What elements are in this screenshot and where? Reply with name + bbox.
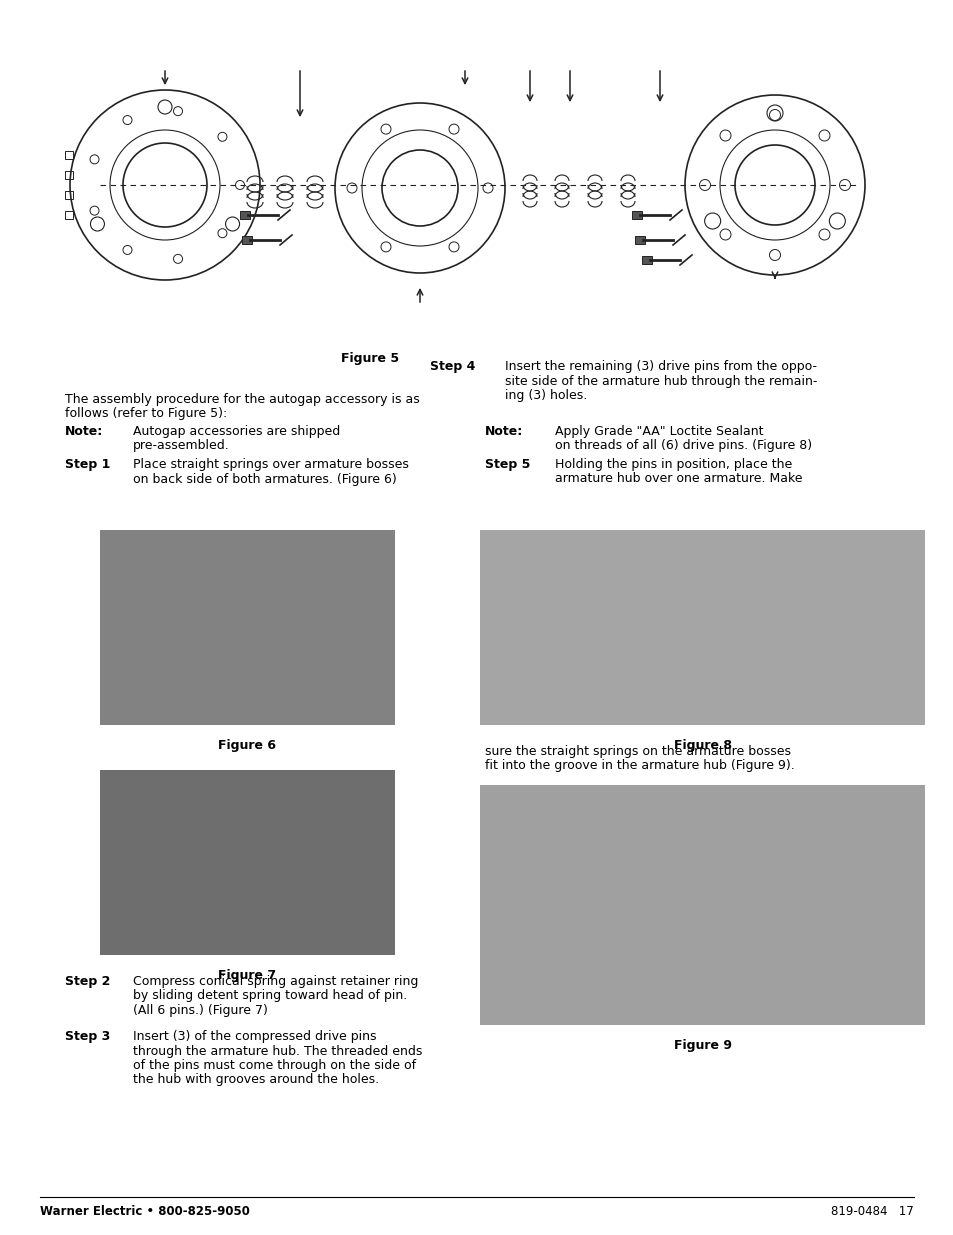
Text: Note:: Note:	[484, 425, 522, 438]
Text: on threads of all (6) drive pins. (Figure 8): on threads of all (6) drive pins. (Figur…	[555, 440, 811, 452]
Text: ing (3) holes.: ing (3) holes.	[504, 389, 587, 403]
Text: on back side of both armatures. (Figure 6): on back side of both armatures. (Figure …	[132, 473, 396, 485]
Text: Step 2: Step 2	[65, 974, 111, 988]
Bar	[65, 170, 73, 179]
Bar	[65, 151, 73, 159]
Text: pre-assembled.: pre-assembled.	[132, 440, 230, 452]
Text: The assembly procedure for the autogap accessory is as: The assembly procedure for the autogap a…	[65, 393, 419, 406]
Text: Place straight springs over armature bosses: Place straight springs over armature bos…	[132, 458, 409, 471]
Text: through the armature hub. The threaded ends: through the armature hub. The threaded e…	[132, 1045, 422, 1057]
Text: Figure 5: Figure 5	[340, 352, 398, 366]
Bar	[631, 211, 641, 219]
Text: fit into the groove in the armature hub (Figure 9).: fit into the groove in the armature hub …	[484, 760, 794, 773]
Bar	[65, 191, 73, 199]
Bar	[479, 530, 924, 725]
Text: by sliding detent spring toward head of pin.: by sliding detent spring toward head of …	[132, 989, 407, 1003]
Text: Figure 7: Figure 7	[217, 969, 275, 982]
Text: Insert (3) of the compressed drive pins: Insert (3) of the compressed drive pins	[132, 1030, 376, 1044]
Text: Apply Grade "AA" Loctite Sealant: Apply Grade "AA" Loctite Sealant	[555, 425, 762, 438]
Text: Figure 9: Figure 9	[673, 1039, 731, 1052]
Text: Figure 8: Figure 8	[673, 739, 731, 752]
Text: site side of the armature hub through the remain-: site side of the armature hub through th…	[504, 374, 817, 388]
Text: (All 6 pins.) (Figure 7): (All 6 pins.) (Figure 7)	[132, 1004, 268, 1016]
Bar	[100, 530, 395, 725]
Text: Holding the pins in position, place the: Holding the pins in position, place the	[555, 458, 791, 471]
Text: Compress conical spring against retainer ring: Compress conical spring against retainer…	[132, 974, 418, 988]
Bar	[635, 236, 644, 245]
Text: of the pins must come through on the side of: of the pins must come through on the sid…	[132, 1058, 416, 1072]
Text: follows (refer to Figure 5):: follows (refer to Figure 5):	[65, 408, 227, 420]
Text: the hub with grooves around the holes.: the hub with grooves around the holes.	[132, 1073, 378, 1087]
Text: Step 4: Step 4	[430, 359, 475, 373]
Text: Figure 6: Figure 6	[218, 739, 275, 752]
Bar	[65, 211, 73, 219]
Text: Warner Electric • 800-825-9050: Warner Electric • 800-825-9050	[40, 1205, 250, 1218]
Text: Autogap accessories are shipped: Autogap accessories are shipped	[132, 425, 340, 438]
Bar	[641, 256, 651, 264]
Bar	[240, 211, 250, 219]
Bar	[242, 236, 252, 245]
Text: Step 1: Step 1	[65, 458, 111, 471]
Bar	[479, 785, 924, 1025]
Bar	[100, 769, 395, 955]
Text: sure the straight springs on the armature bosses: sure the straight springs on the armatur…	[484, 745, 790, 758]
Text: 819-0484   17: 819-0484 17	[830, 1205, 913, 1218]
Text: Note:: Note:	[65, 425, 103, 438]
Text: Step 5: Step 5	[484, 458, 530, 471]
Text: Insert the remaining (3) drive pins from the oppo-: Insert the remaining (3) drive pins from…	[504, 359, 816, 373]
Text: Step 3: Step 3	[65, 1030, 111, 1044]
Text: armature hub over one armature. Make: armature hub over one armature. Make	[555, 473, 801, 485]
